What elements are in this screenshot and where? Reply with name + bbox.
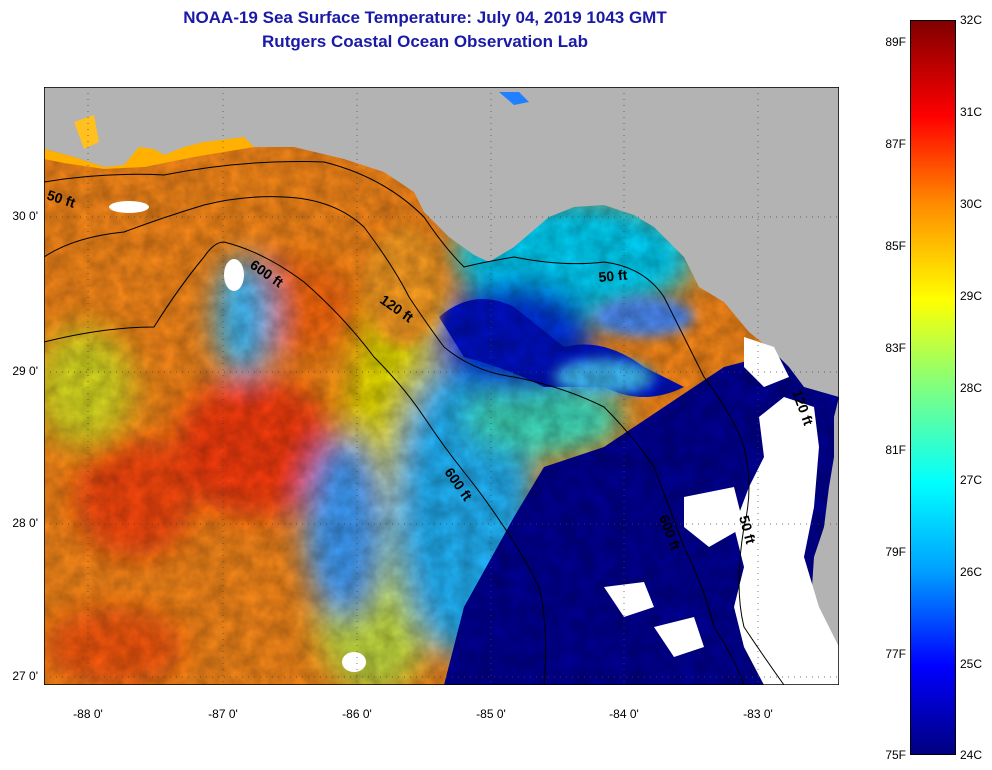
colorbar-celsius-label: 28C	[960, 381, 983, 395]
isobath-label: 50 ft	[736, 514, 759, 546]
land-north	[44, 87, 839, 397]
colorbar-fahrenheit-label: 83F	[885, 341, 906, 355]
colorbar-fahrenheit-label: 75F	[885, 748, 906, 762]
sst-map: 50 ft 120 ft 600 ft 600 ft 50 ft 50 ft 6…	[44, 87, 839, 685]
colorbar-celsius-label: 32C	[960, 13, 983, 27]
colorbar-celsius-label: 30C	[960, 197, 983, 211]
colorbar-fahrenheit-label: 89F	[885, 35, 906, 49]
cloud-region	[224, 259, 244, 291]
cloud-region	[342, 652, 366, 672]
isobath-120ft	[44, 196, 745, 685]
colorbar	[910, 20, 956, 755]
cloud-region	[654, 617, 704, 657]
cloud-region	[744, 337, 789, 387]
x-tick-label: -84 0'	[609, 707, 639, 721]
cloud-region	[684, 487, 744, 547]
x-tick-label: -83 0'	[743, 707, 773, 721]
colorbar-fahrenheit-label: 81F	[885, 443, 906, 457]
x-tick-label: -86 0'	[342, 707, 372, 721]
y-tick-label: 27 0'	[12, 669, 38, 683]
colorbar-fahrenheit-label: 77F	[885, 647, 906, 661]
isobath-600ft	[44, 241, 547, 685]
colorbar-celsius-label: 27C	[960, 473, 983, 487]
map-subtitle: Rutgers Coastal Ocean Observation Lab	[262, 32, 588, 51]
isobath-label: 50 ft	[598, 267, 628, 285]
map-title: NOAA-19 Sea Surface Temperature: July 04…	[183, 8, 667, 27]
cloud-region	[734, 397, 839, 685]
isobath-50ft	[44, 161, 785, 685]
colorbar-celsius-label: 25C	[960, 657, 983, 671]
x-tick-label: -85 0'	[476, 707, 506, 721]
colorbar-celsius-label: 29C	[960, 289, 983, 303]
y-tick-label: 30 0'	[12, 209, 38, 223]
colorbar-celsius-label: 26C	[960, 565, 983, 579]
colorbar-celsius-label: 31C	[960, 105, 983, 119]
cloud-region	[109, 201, 149, 213]
x-tick-label: -87 0'	[208, 707, 238, 721]
x-tick-label: -88 0'	[73, 707, 103, 721]
colorbar-fahrenheit-label: 79F	[885, 545, 906, 559]
y-tick-label: 28 0'	[12, 516, 38, 530]
colorbar-fahrenheit-label: 85F	[885, 239, 906, 253]
cloud-region	[604, 582, 654, 617]
colorbar-celsius-label: 24C	[960, 748, 983, 762]
colorbar-fahrenheit-label: 87F	[885, 137, 906, 151]
y-tick-label: 29 0'	[12, 364, 38, 378]
